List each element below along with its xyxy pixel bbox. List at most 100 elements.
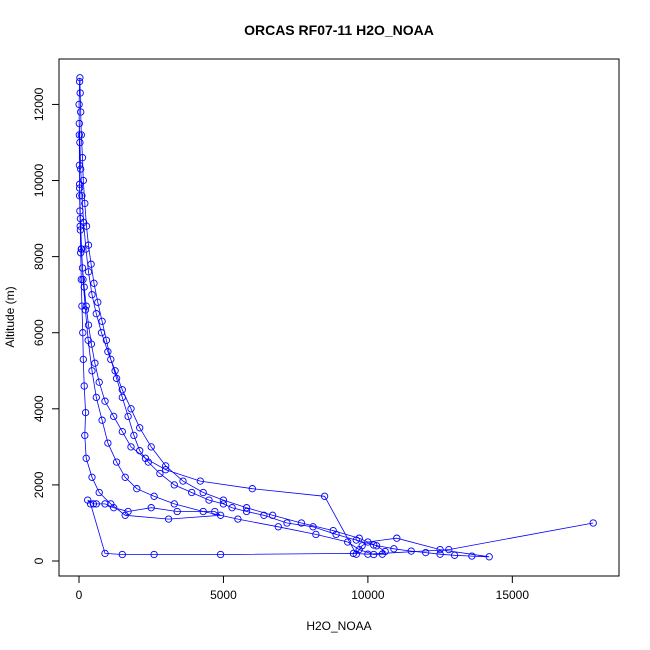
data-point — [248, 485, 256, 493]
y-tick-label: 8000 — [32, 243, 46, 270]
data-point — [312, 530, 320, 539]
data-point — [242, 504, 251, 512]
data-point — [81, 306, 90, 314]
data-point — [98, 416, 106, 424]
data-point — [211, 507, 219, 516]
data-point — [75, 131, 83, 139]
data-point — [260, 511, 268, 519]
data-point — [127, 405, 135, 413]
data-point — [107, 355, 115, 364]
data-point — [164, 515, 173, 523]
data-point — [378, 550, 386, 558]
data-point — [274, 523, 282, 531]
data-point — [94, 298, 102, 306]
data-point — [101, 397, 109, 405]
data-point — [228, 504, 236, 512]
data-point — [297, 519, 306, 527]
data-point — [118, 386, 126, 394]
data-point — [355, 534, 363, 542]
data-point — [320, 492, 329, 500]
data-point — [127, 443, 135, 451]
data-point — [92, 500, 100, 508]
data-point — [90, 279, 98, 287]
data-point — [436, 545, 444, 554]
y-axis: 0 2000 4000 6000 8000 10000 12000 — [32, 87, 60, 564]
data-point — [79, 355, 87, 364]
data-point — [219, 496, 228, 504]
data-point — [364, 538, 372, 546]
chart-title: ORCAS RF07-11 H2O_NOAA — [244, 22, 434, 38]
data-point — [92, 393, 100, 402]
data-point — [121, 473, 129, 481]
data-point — [81, 431, 89, 440]
data-point — [179, 477, 187, 485]
data-point — [150, 492, 158, 500]
data-point — [199, 488, 207, 497]
y-tick-label: 10000 — [32, 164, 46, 198]
data-point — [468, 552, 476, 560]
data-point — [205, 496, 213, 504]
data-point — [390, 545, 398, 553]
data-point — [234, 515, 242, 523]
data-point — [82, 245, 90, 253]
x-axis: 0 5000 10000 15000 — [76, 575, 529, 602]
data-point — [81, 199, 89, 208]
data-point — [111, 367, 119, 375]
data-point — [102, 336, 111, 344]
data-point — [75, 119, 83, 128]
data-point — [170, 481, 178, 489]
data-point — [349, 549, 358, 558]
data-point — [355, 545, 363, 554]
y-tick-label: 6000 — [32, 319, 46, 346]
data-point — [436, 550, 444, 558]
data-point — [283, 519, 291, 527]
y-tick-label: 4000 — [32, 395, 46, 422]
data-point — [75, 100, 83, 109]
x-axis-label: H2O_NOAA — [306, 619, 371, 633]
data-point — [104, 439, 112, 447]
data-point — [107, 500, 115, 508]
data-point — [112, 458, 121, 466]
data-point — [268, 511, 277, 519]
data-point — [104, 348, 112, 356]
data-point — [199, 507, 207, 516]
data-point — [75, 192, 84, 200]
data-point — [76, 207, 84, 215]
y-tick-label: 12000 — [32, 87, 46, 121]
data-point — [76, 138, 84, 147]
data-point — [589, 519, 597, 527]
data-point — [393, 534, 401, 542]
data-point — [82, 302, 90, 310]
data-point — [77, 108, 85, 116]
data-point — [141, 454, 150, 462]
data-point — [84, 496, 92, 504]
data-point — [79, 329, 87, 337]
x-tick-label: 10000 — [351, 588, 385, 602]
data-point — [75, 161, 84, 169]
data-point — [112, 374, 121, 383]
y-tick-label: 0 — [32, 557, 46, 564]
data-point — [118, 393, 126, 402]
data-point — [147, 504, 155, 512]
data-point — [77, 245, 86, 253]
data-point — [422, 548, 430, 557]
series-layer — [75, 74, 597, 561]
data-point — [87, 260, 95, 268]
data-point — [84, 241, 93, 249]
data-point — [78, 264, 87, 272]
data-point — [136, 447, 144, 455]
data-point — [118, 550, 126, 559]
data-point — [370, 541, 378, 549]
data-point — [81, 408, 90, 417]
data-point — [156, 469, 164, 478]
data-point — [78, 192, 86, 200]
data-point — [162, 462, 170, 470]
data-point — [124, 412, 132, 421]
data-point — [170, 500, 178, 508]
data-point — [79, 275, 87, 284]
data-point — [98, 317, 106, 325]
data-point — [130, 431, 138, 440]
data-point — [88, 367, 96, 375]
data-point — [372, 542, 381, 550]
